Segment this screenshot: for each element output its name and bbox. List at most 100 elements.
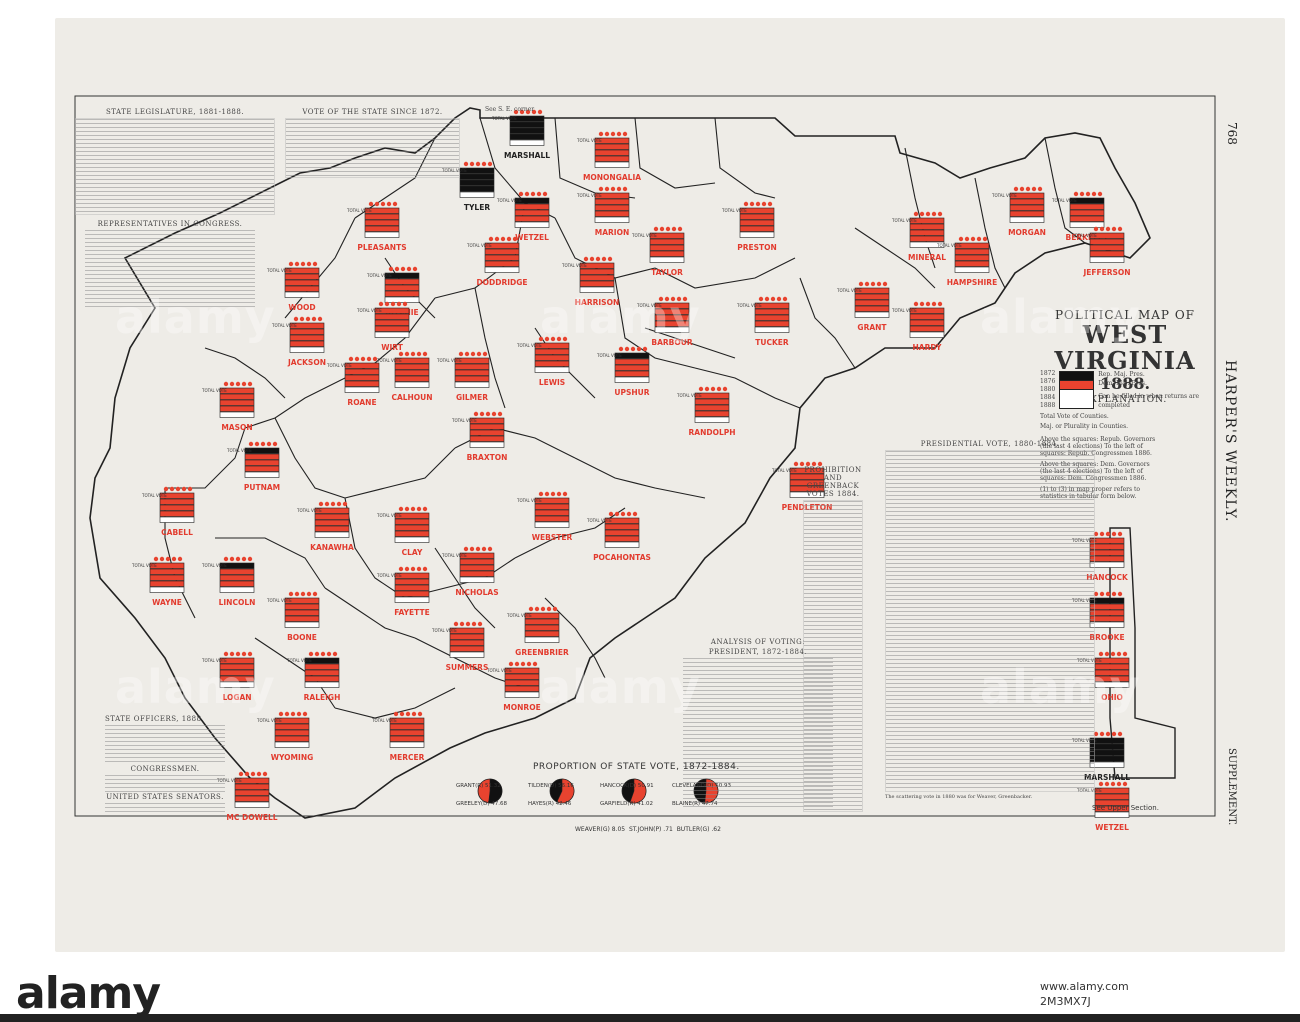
governor-dot [360,356,366,362]
vote-bar [594,143,630,150]
legend-swatch [1059,371,1095,409]
governor-dot [398,566,404,572]
vote-bar [604,523,640,530]
governor-dot [248,441,254,447]
county-glyph: TOTAL VOTE HAMPSHIRE [936,236,997,287]
county-name: ROANE [347,398,376,407]
county-glyph: TOTAL VOTE MERCER [371,711,425,762]
governor-dot [653,226,659,232]
vote-bar [364,213,400,220]
vote-bar [394,369,430,376]
vote-bar [1009,216,1045,223]
vote-bar [459,185,495,192]
vote-bar [594,210,630,217]
governor-dot [475,161,481,167]
county-name: MASON [221,423,252,432]
governor-dot [526,661,532,667]
vote-bar [654,326,690,333]
vote-bar [604,517,640,524]
governor-dot [288,261,294,267]
vote-bar [954,254,990,261]
vote-bar [219,657,255,664]
governor-dot [537,109,543,115]
vote-bar [469,435,505,442]
governor-dot [177,556,183,562]
vote-bar [594,192,630,199]
governor-dot [622,131,628,137]
governor-dot [324,501,330,507]
vote-bar [514,209,550,216]
governor-dot [1110,651,1116,657]
governor-dot [278,711,284,717]
vote-bar [509,133,545,140]
pie-label-top: TILDEN(D) 56.16 [527,783,574,789]
vote-bar [219,586,255,593]
total-vote-label: TOTAL VOTE [266,268,292,273]
congressmen-body [105,775,225,793]
vote-bar [454,369,490,376]
total-vote-label: TOTAL VOTE [216,778,242,783]
vote-bar [909,319,945,326]
vote-bar [579,274,615,281]
total-vote-label: TOTAL VOTE [296,508,322,513]
total-vote-label: TOTAL VOTE [371,718,397,723]
county-glyph: TOTAL VOTE FAYETTE [376,566,430,617]
county-glyph: TOTAL VOTE BRAXTON [451,411,507,462]
governor-dot [402,301,408,307]
vote-bar [244,465,280,472]
governor-dot [770,296,776,302]
governor-dot [540,606,546,612]
governor-dot [776,296,782,302]
county-name: TYLER [464,203,490,212]
governor-dot [422,351,428,357]
governor-dot [390,301,396,307]
governor-dot [1111,226,1117,232]
governor-dot [1111,731,1117,737]
vote-bar [1089,250,1125,257]
governor-dot [410,506,416,512]
vote-bar [449,633,485,640]
governor-dot [970,236,976,242]
county-name: MERCER [390,753,425,762]
governor-dot [487,546,493,552]
governor-dot [755,201,761,207]
county-glyph: TOTAL VOTE HARRISON [561,256,619,307]
governor-dot [552,606,558,612]
officers-table: STATE OFFICERS, 1888. CONGRESSMEN. UNITE… [105,715,225,813]
vote-bar [374,331,410,338]
vote-bar [534,360,570,367]
vote-bar [274,741,310,748]
vote-bar [1089,621,1125,628]
governor-dot [583,256,589,262]
county-glyph: TOTAL VOTE WAYNE [131,556,185,607]
governor-dot [244,771,250,777]
legend-dem: Dem. Maj. Pres. [1098,380,1147,387]
vote-since-title: VOTE OF THE STATE SINCE 1872. [302,108,443,116]
proportion-extra-1: WEAVER(G) 8.05 [575,826,626,833]
county-name: BROOKE [1089,633,1124,642]
vote-bar [469,429,505,436]
stock-banner [0,952,1300,1022]
governor-dot [318,501,324,507]
governor-dot [670,296,676,302]
vote-bar [459,576,495,583]
vote-bar [344,362,380,369]
governor-dot [229,556,235,562]
governor-dot [1099,226,1105,232]
governor-dot [677,226,683,232]
vote-bar [394,578,430,585]
county-glyph: TOTAL VOTE PLEASANTS [346,201,407,252]
governor-dot [404,351,410,357]
governor-dot [925,211,931,217]
representatives-body [85,230,255,310]
title-block: POLITICAL MAP OF WEST VIRGINIA 1888. EXP… [1040,308,1210,405]
watermark: alamy [115,290,276,344]
county-glyph: TOTAL VOTE CALHOUN [376,351,433,402]
pie-label-bottom: HAYES(R) 42.46 [528,801,572,807]
governor-dot [562,491,568,497]
vote-bar [1094,799,1130,806]
governor-dot [1098,651,1104,657]
vote-bar [909,223,945,230]
